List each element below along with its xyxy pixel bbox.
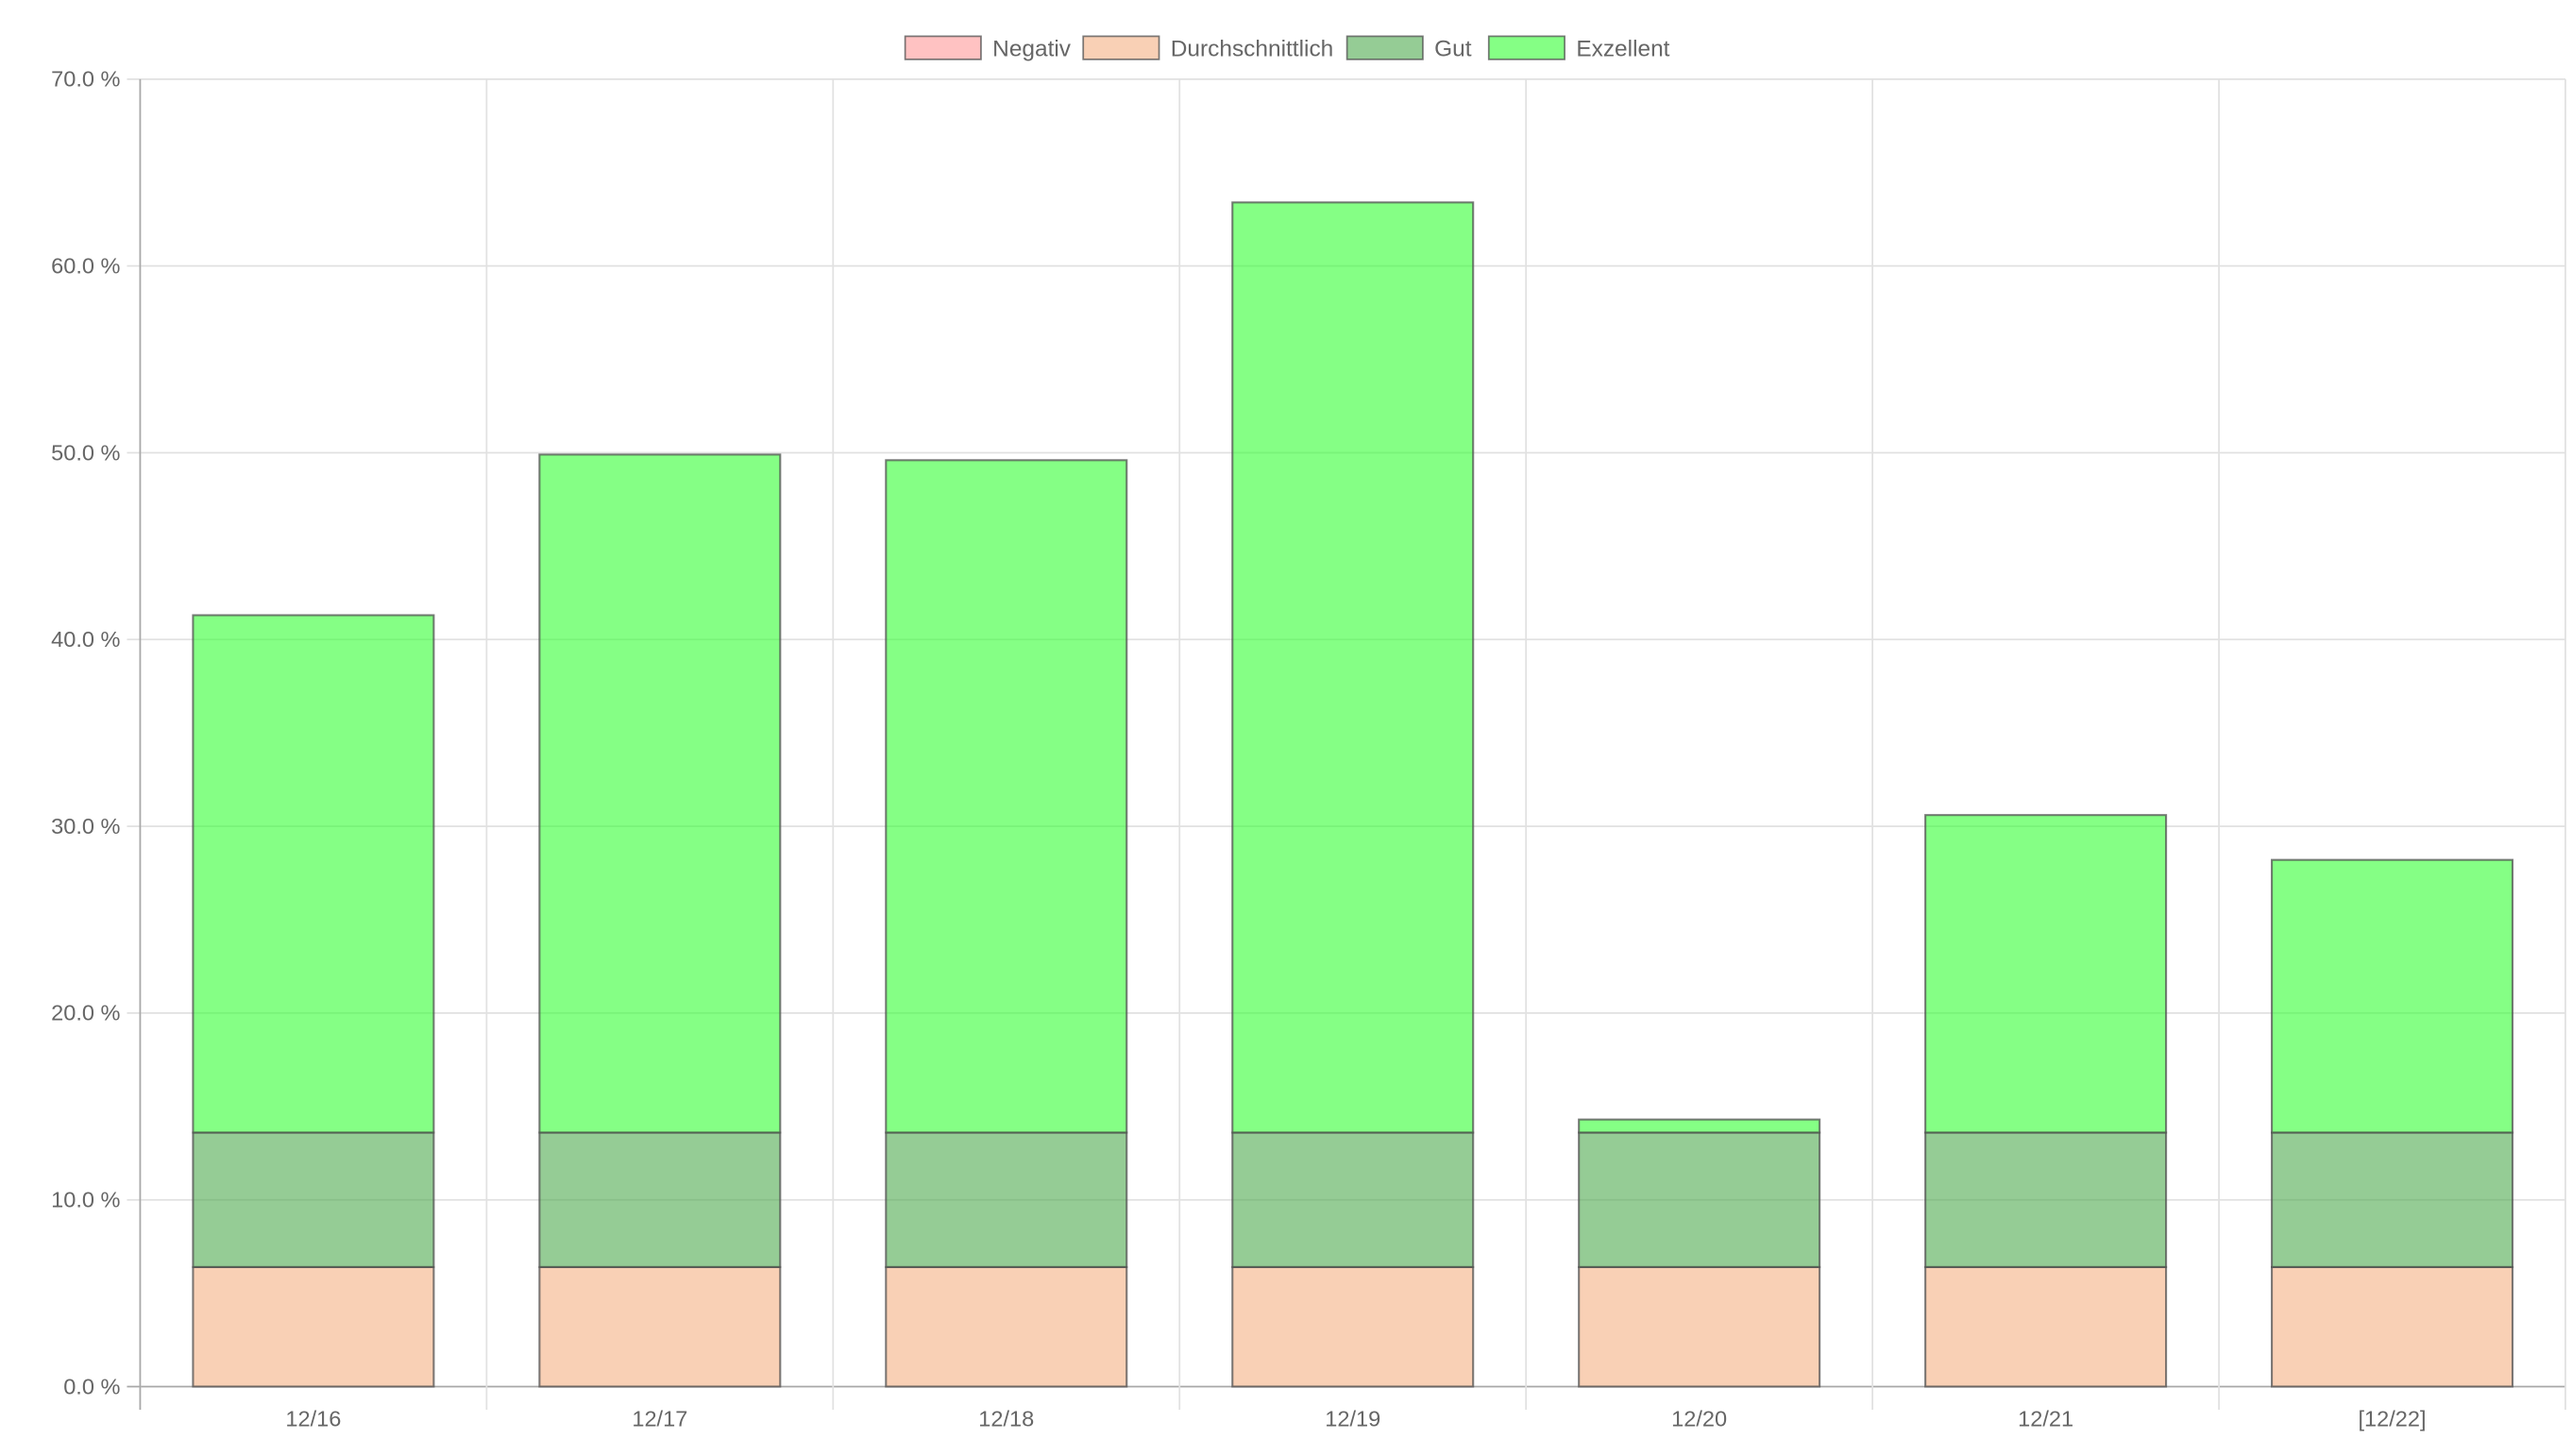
legend-label: Gut [1434, 36, 1472, 61]
y-tick-label: 0.0 % [63, 1374, 120, 1398]
legend-swatch [1345, 35, 1424, 60]
legend-swatch [1487, 35, 1565, 60]
x-tick-label: [12/22] [2359, 1406, 2427, 1431]
x-tick-label: 12/17 [632, 1406, 687, 1431]
bar-segment-exzellent[interactable]: Exzellent: 49.8 [1231, 201, 1475, 1134]
x-tick-label: 12/18 [978, 1406, 1034, 1431]
bar-segment-gut[interactable]: Gut: 7.2 [538, 1131, 782, 1268]
y-tick-label: 70.0 % [51, 67, 120, 92]
bar-segment-exzellent[interactable]: Exzellent: 17 [1924, 814, 2168, 1134]
y-tick-label: 60.0 % [51, 253, 120, 278]
y-tick-label: 10.0 % [51, 1188, 120, 1212]
bar-segment-durchschnittlich[interactable]: Durchschnittlich: 6.4 [2271, 1265, 2514, 1388]
legend-swatch [1082, 35, 1160, 60]
bar-segment-durchschnittlich[interactable]: Durchschnittlich: 6.4 [1578, 1265, 1821, 1388]
y-tick-label: 50.0 % [51, 440, 120, 465]
bar-segment-durchschnittlich[interactable]: Durchschnittlich: 6.4 [885, 1265, 1128, 1388]
legend-item-negativ[interactable]: Negativ [904, 35, 1072, 61]
legend-item-durchschnittlich[interactable]: Durchschnittlich [1082, 35, 1333, 61]
bar-segment-exzellent[interactable]: Exzellent: 14.6 [2271, 858, 2514, 1134]
legend-item-exzellent[interactable]: Exzellent [1487, 35, 1670, 61]
bar-segment-gut[interactable]: Gut: 7.2 [2271, 1131, 2514, 1268]
bar-segment-gut[interactable]: Gut: 7.2 [885, 1131, 1128, 1268]
legend-item-gut[interactable]: Gut [1345, 35, 1472, 61]
axis-layer: 0.0 % 10.0 % 20.0 % 30.0 % 40.0 % 50.0 % 60.0 … [51, 67, 2426, 1431]
bar-segment-gut[interactable]: Gut: 7.2 [192, 1131, 435, 1268]
x-tick-label: 12/20 [1671, 1406, 1727, 1431]
bar-segment-exzellent[interactable]: Exzellent: 36 [885, 459, 1128, 1134]
bar-segment-durchschnittlich[interactable]: Durchschnittlich: 6.4 [538, 1265, 782, 1388]
bar-segment-gut[interactable]: Gut: 7.2 [1231, 1131, 1475, 1268]
legend-label: Negativ [992, 36, 1072, 61]
bars-layer: Durchschnittlich: 6.4Gut: 7.2Exzellent: … [192, 201, 2514, 1388]
bar-segment-gut[interactable]: Gut: 7.2 [1578, 1131, 1821, 1268]
y-tick-label: 20.0 % [51, 1001, 120, 1025]
bar-segment-exzellent[interactable]: Exzellent: 27.7 [192, 614, 435, 1134]
legend-label: Exzellent [1576, 36, 1669, 61]
legend-swatch [904, 35, 982, 60]
legend-label: Durchschnittlich [1171, 36, 1333, 61]
bar-segment-exzellent[interactable]: Exzellent: 0.7 [1578, 1118, 1821, 1134]
x-tick-label: 12/19 [1325, 1406, 1380, 1431]
bar-segment-gut[interactable]: Gut: 7.2 [1924, 1131, 2168, 1268]
bar-segment-durchschnittlich[interactable]: Durchschnittlich: 6.4 [1231, 1265, 1475, 1388]
y-tick-label: 40.0 % [51, 627, 120, 652]
bar-segment-exzellent[interactable]: Exzellent: 36.3 [538, 453, 782, 1134]
y-tick-label: 30.0 % [51, 814, 120, 838]
legend: Negativ Durchschnittlich Gut Exzellent [904, 35, 1670, 61]
bar-segment-durchschnittlich[interactable]: Durchschnittlich: 6.4 [1924, 1265, 2168, 1388]
bar-segment-durchschnittlich[interactable]: Durchschnittlich: 6.4 [192, 1265, 435, 1388]
x-tick-label: 12/16 [285, 1406, 341, 1431]
x-tick-label: 12/21 [2018, 1406, 2073, 1431]
